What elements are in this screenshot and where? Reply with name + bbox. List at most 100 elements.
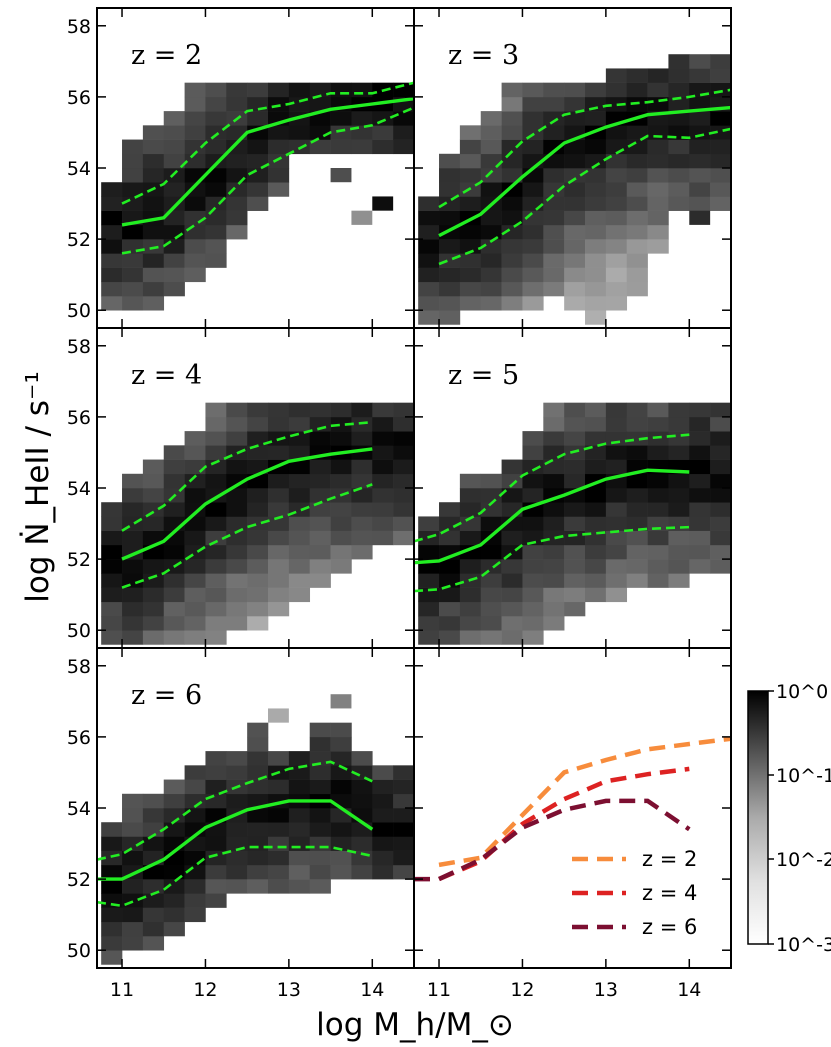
heatmap-cell — [710, 111, 731, 126]
heatmap-cell — [288, 808, 311, 823]
heatmap-cell — [142, 879, 165, 894]
heatmap-cell — [205, 416, 227, 432]
heatmap-cell — [585, 459, 607, 475]
heatmap-cell — [184, 587, 206, 603]
heatmap-cell — [605, 182, 628, 197]
heatmap-cell — [439, 196, 461, 211]
heatmap-cell — [668, 182, 690, 197]
heatmap-cell — [626, 488, 648, 503]
heatmap-cell — [605, 96, 628, 112]
heatmap-cell — [626, 168, 648, 183]
heatmap-cell — [564, 296, 586, 311]
heatmap-cell — [626, 125, 648, 140]
heatmap-cell — [522, 296, 544, 311]
heatmap-cell — [480, 473, 502, 489]
heatmap-cell — [668, 559, 690, 574]
heatmap-cell — [626, 530, 648, 546]
heatmap-cell — [585, 196, 607, 211]
heatmap-cells — [101, 694, 414, 965]
heatmap-cell — [351, 488, 373, 503]
heatmap-cell — [372, 416, 394, 432]
heatmap-cell — [226, 530, 248, 546]
heatmap-cell — [689, 210, 711, 225]
heatmap-cell — [459, 253, 482, 268]
heatmap-cell — [122, 850, 144, 866]
heatmap-cell — [543, 125, 565, 140]
heatmap-cell — [330, 544, 352, 560]
heatmap-cell — [418, 587, 440, 603]
heatmap-cell — [626, 516, 648, 531]
heatmap-cell — [309, 864, 331, 880]
heatmap-cell — [163, 893, 185, 908]
heatmap-cell — [501, 253, 523, 268]
heatmap-cell — [122, 559, 144, 574]
heatmap-cell — [522, 488, 544, 503]
heatmap-cell — [459, 153, 482, 169]
heatmap-cell — [626, 573, 648, 588]
heatmap-cell — [668, 502, 690, 517]
heatmap-cell — [247, 587, 269, 603]
heatmap-cell — [163, 445, 185, 460]
heatmap-cell — [330, 736, 352, 752]
heatmap-cell — [330, 751, 352, 766]
heatmap-cell — [605, 530, 628, 546]
heatmap-cell — [205, 573, 227, 588]
heatmap-cell — [689, 54, 711, 69]
heatmap-cell — [585, 96, 607, 112]
heatmap-cell — [163, 921, 185, 937]
heatmap-cell — [122, 488, 144, 503]
heatmap-cell — [288, 587, 311, 603]
heatmap-cell — [480, 210, 502, 226]
heatmap-cell — [163, 907, 185, 923]
heatmap-cell — [330, 502, 352, 517]
heatmap-cell — [710, 168, 731, 183]
heatmap-cell — [439, 616, 461, 631]
heatmap-cell — [268, 445, 290, 460]
heatmap-cell — [501, 530, 523, 546]
heatmap-cell — [564, 544, 586, 560]
heatmap-cell — [585, 210, 607, 226]
heatmap-cell — [647, 182, 669, 197]
heatmap-cell — [226, 96, 248, 112]
heatmap-cell — [122, 196, 144, 211]
heatmap-cell — [393, 125, 414, 140]
heatmap-cell — [626, 196, 648, 211]
heatmap-cell — [205, 630, 227, 645]
heatmap-cell — [205, 544, 227, 560]
heatmap-cell — [351, 822, 373, 837]
heatmap-cell — [247, 196, 269, 211]
heatmap-cell — [184, 196, 206, 211]
panel-label: z = 4 — [131, 360, 202, 391]
heatmap-cell — [585, 139, 607, 155]
heatmap-cell — [564, 253, 586, 268]
heatmap-cell — [689, 473, 711, 489]
heatmap-cell — [501, 153, 523, 169]
heatmap-cell — [330, 125, 352, 140]
heatmap-cell — [163, 111, 185, 126]
heatmap-cell — [372, 473, 394, 489]
heatmap-cell — [626, 182, 648, 197]
heatmap-cell — [268, 473, 290, 489]
y-tick-label: 54 — [67, 158, 91, 180]
heatmap-cell — [205, 879, 227, 894]
heatmap-cell — [689, 530, 711, 546]
heatmap-cell — [372, 850, 394, 866]
heatmap-cell — [459, 267, 482, 283]
heatmap-cell — [543, 416, 565, 432]
heatmap-cell — [226, 153, 248, 169]
heatmap-cell — [205, 224, 227, 240]
heatmap-cell — [372, 488, 394, 503]
heatmap-cell — [268, 708, 289, 723]
heatmap-cell — [459, 196, 482, 211]
heatmap-cell — [372, 530, 394, 546]
heatmap-cell — [689, 416, 711, 432]
y-tick-label: 52 — [67, 229, 91, 251]
heatmap-cell — [605, 488, 628, 503]
heatmap-cell — [605, 573, 628, 588]
heatmap-cell — [205, 111, 227, 126]
colorbar-tick-label: 10^-2 — [776, 849, 831, 871]
heatmap-cell — [710, 153, 731, 169]
heatmap-cell — [122, 473, 144, 489]
heatmap-cell — [605, 210, 628, 226]
heatmap-cell — [247, 153, 269, 169]
